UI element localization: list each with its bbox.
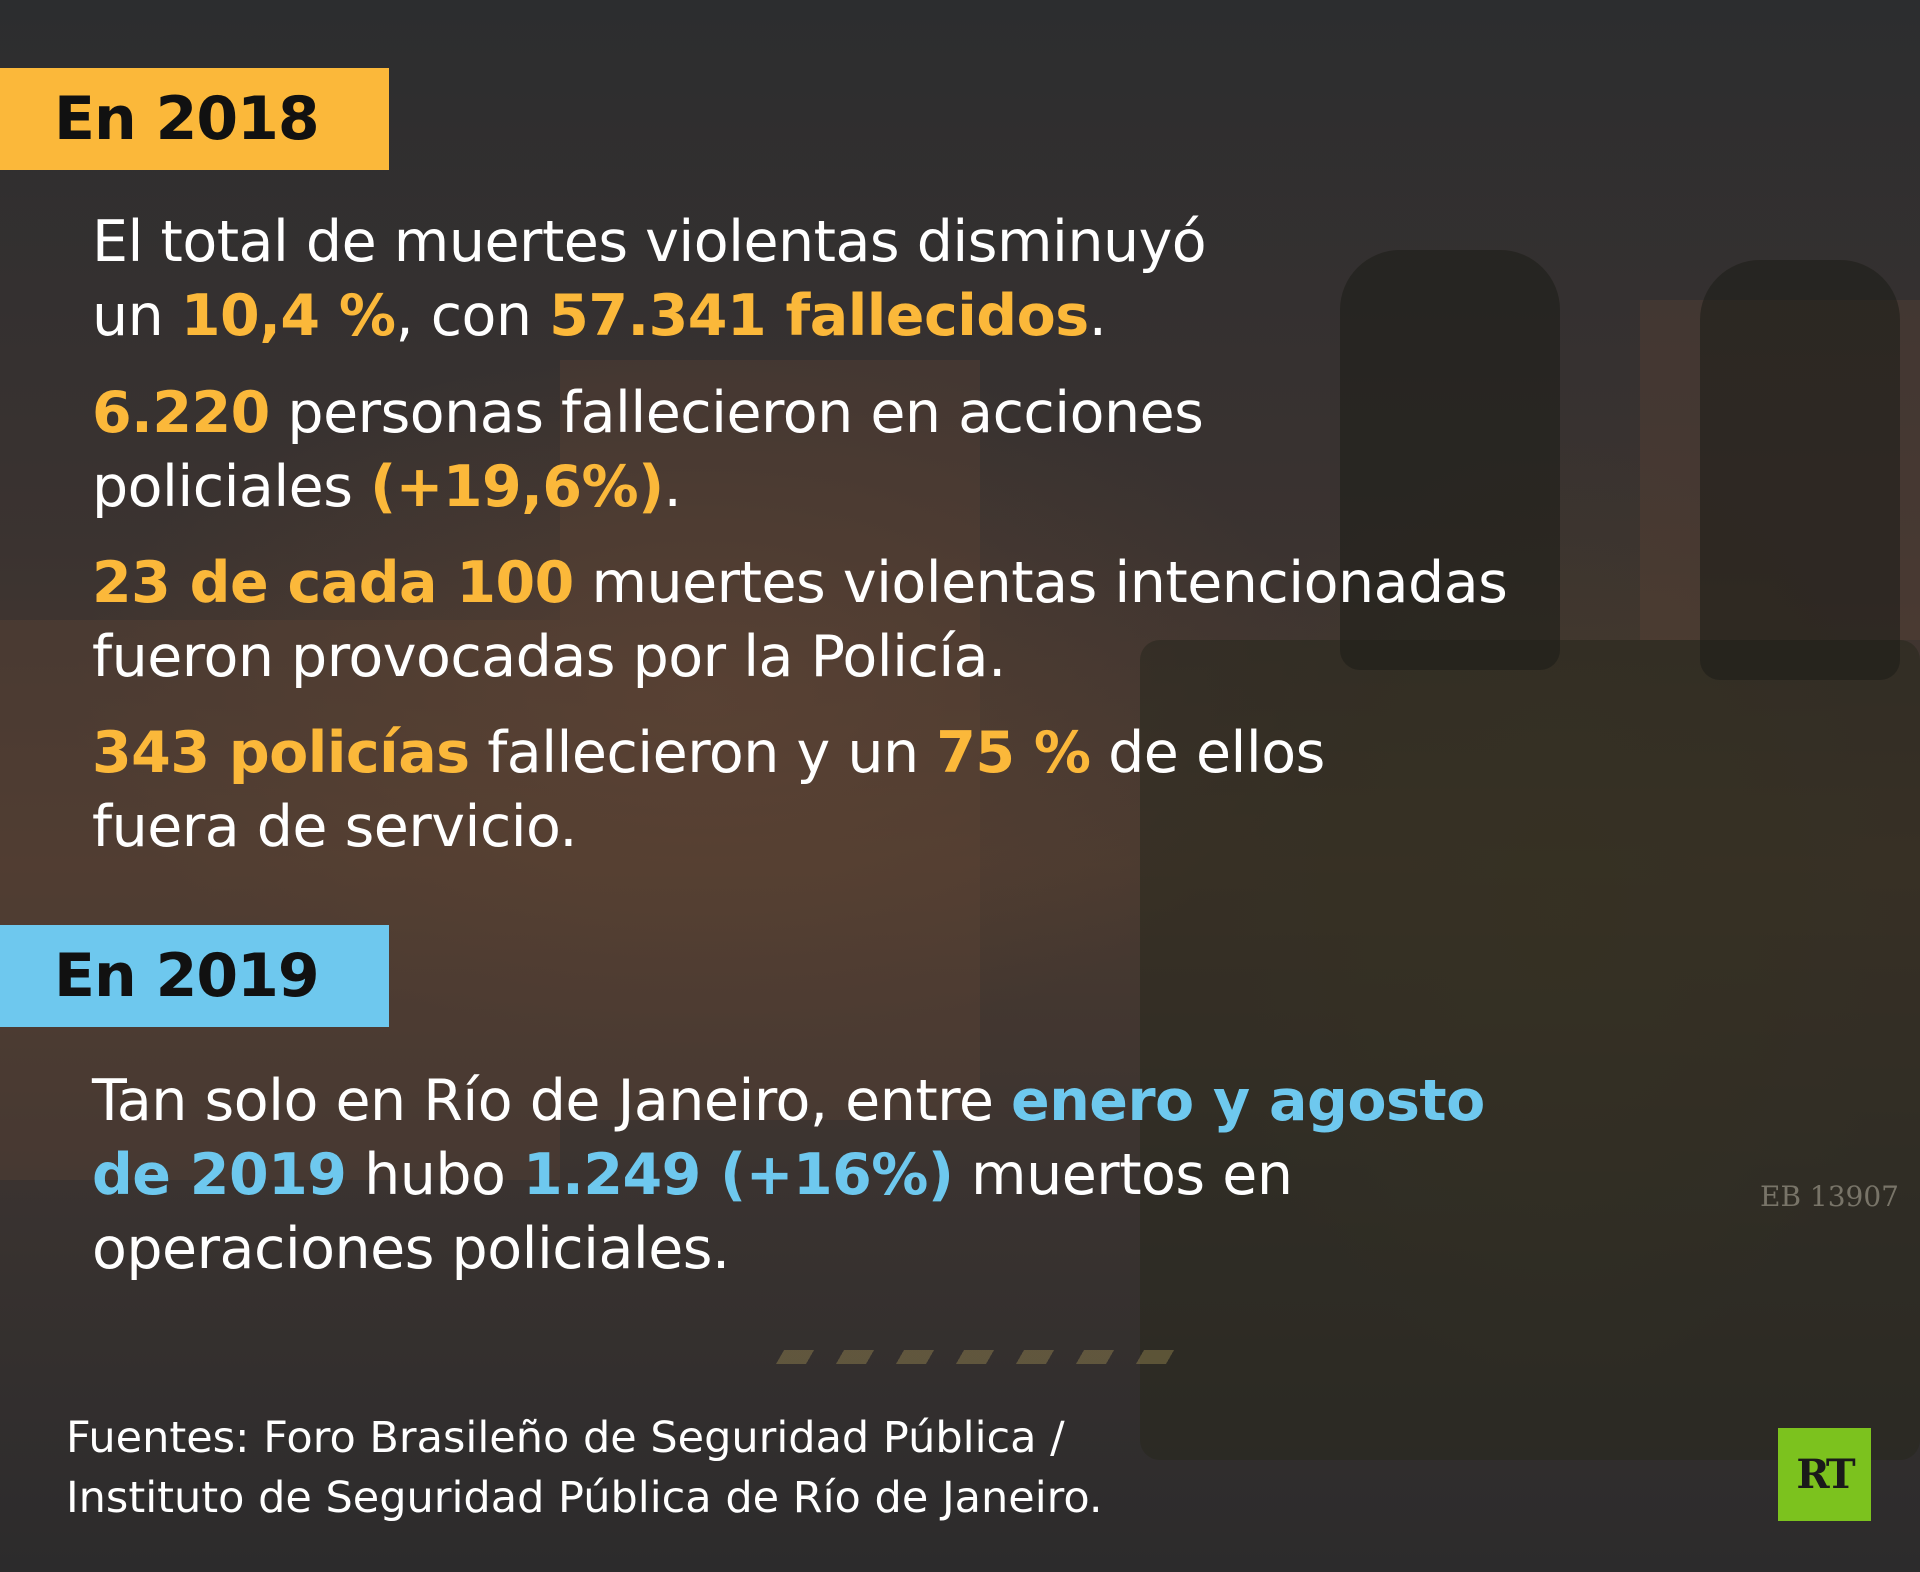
rt-logo: RT [1778,1428,1871,1521]
sources-note: Fuentes: Foro Brasileño de Seguridad Púb… [66,1413,1103,1523]
stat-total-deaths: El total de muertes violentas disminuyó … [92,209,1207,349]
year-tag-2019: En 2019 [0,925,389,1027]
year-tag-2018: En 2018 [0,68,389,170]
stat-police-share: 23 de cada 100 muertes violentas intenci… [92,550,1508,690]
stat-rio-2019: Tan solo en Río de Janeiro, entre enero … [92,1068,1485,1282]
stat-police-officers: 343 policías fallecieron y un 75 % de el… [92,720,1325,860]
stat-police-actions: 6.220 personas fallecieron en acciones p… [92,380,1204,520]
